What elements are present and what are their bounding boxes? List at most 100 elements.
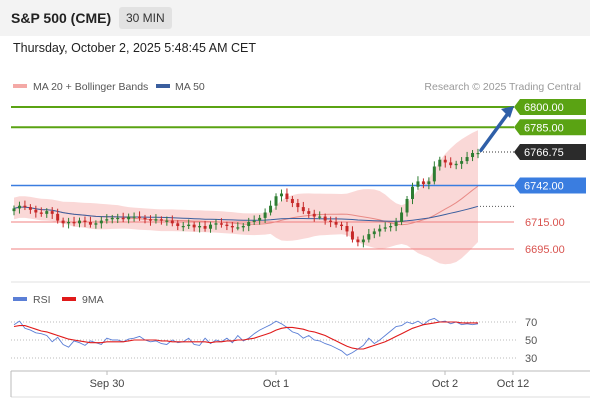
rsi-tick-50: 50 [525,335,537,347]
candle-body [301,207,305,212]
legend-label-bollinger: MA 20 + Bollinger Bands [33,81,148,93]
x-tick-label-1: Oct 1 [263,378,289,390]
candle-body [34,209,38,213]
candle-body [318,216,322,218]
legend-swatch-bollinger [13,84,27,88]
header-bar: S&P 500 (CME) 30 MIN [0,0,590,36]
level-label-1-text: 6785.00 [524,122,564,134]
candle-body [170,220,174,224]
candle-body [72,221,76,224]
level-label-0: 6800.00 [514,99,586,115]
candle-body [23,205,27,208]
candle-body [236,227,240,229]
candle-body [138,216,142,218]
arrow-shaft [479,110,511,153]
candle-body [203,226,207,229]
candle-body [143,217,147,220]
candle-body [39,212,43,214]
instrument-title: S&P 500 (CME) [11,10,112,26]
candle-body [225,224,229,227]
candle-body [28,207,32,210]
candle-body [214,223,218,225]
main-legend: MA 20 + Bollinger Bands MA 50 Research ©… [13,81,581,93]
credit-text: Research © 2025 Trading Central [424,81,581,93]
level-label-4: 6695.00 [525,244,565,256]
candle-body [88,221,92,225]
candle-body [50,211,54,214]
candle-body [367,234,371,240]
candle-body [460,161,464,164]
candle-body [279,193,283,197]
candle-body [45,211,49,214]
last-price-label: 6766.75 [514,143,586,160]
candle-body [61,220,65,224]
candle-body [312,213,316,217]
candle-body [274,196,278,206]
datetime-text: Thursday, October 2, 2025 5:48:45 AM CET [13,41,256,55]
candle-body [252,220,256,222]
rsi-tick-labels: 70 50 30 [525,317,537,365]
candle-body [427,181,431,185]
candle-body [99,220,103,224]
candle-body [378,228,382,232]
candle-body [94,223,98,225]
candle-body [443,159,447,163]
candle-body [67,221,71,224]
candle-body [132,216,136,218]
x-tick-label-0: Sep 30 [90,378,125,390]
candles [12,148,480,248]
x-axis-ticks: Sep 30 Oct 1 Oct 2 Oct 12 [90,371,529,390]
candle-body [121,217,125,220]
candle-body [421,181,425,185]
candle-body [432,166,436,182]
candle-body [17,205,21,209]
last-price-label-text: 6766.75 [524,147,564,159]
legend-label-rsi: RSI [33,294,51,306]
level-label-2-bg [514,177,586,194]
candle-body [350,231,354,240]
candle-body [465,157,469,162]
candle-body [361,239,365,243]
legend-swatch-rsi [13,297,27,301]
x-tick-label-2: Oct 2 [432,378,458,390]
candle-body [219,223,223,225]
level-label-3: 6715.00 [525,217,565,229]
legend-label-9ma: 9MA [82,294,104,306]
candle-body [345,226,349,232]
candle-body [105,219,109,221]
rsi-ma-line [13,321,478,350]
level-label-2-text: 6742.00 [524,180,564,192]
candle-body [230,226,234,228]
bollinger-bands [13,130,479,265]
level-lines [11,106,514,250]
candle-body [78,220,82,224]
arrow-head [501,106,514,118]
candle-body [127,216,131,220]
level-label-2: 6742.00 [514,177,586,194]
price-labels: 6800.00 6785.00 6742.00 6715.00 6695.00 6766.… [514,99,586,256]
candle-body [416,181,420,187]
candle-body [247,221,251,227]
candle-body [290,198,294,204]
candle-body [165,220,169,222]
candle-body [410,186,414,199]
candle-body [110,217,114,220]
bollinger-band-area [14,130,478,265]
candle-body [269,205,273,213]
candle-body [198,226,202,228]
candle-body [389,226,393,228]
candle-body [394,221,398,227]
candle-body [296,203,300,208]
timeframe-badge[interactable]: 30 MIN [119,7,172,29]
rsi-gridlines [11,321,516,359]
candle-body [148,219,152,221]
candle-body [83,220,87,222]
candle-body [340,224,344,227]
candle-body [263,212,267,218]
rsi-legend: RSI 9MA [13,294,104,306]
candle-body [176,223,180,227]
candle-body [323,216,327,221]
candle-body [449,162,453,166]
candle-body [372,231,376,235]
